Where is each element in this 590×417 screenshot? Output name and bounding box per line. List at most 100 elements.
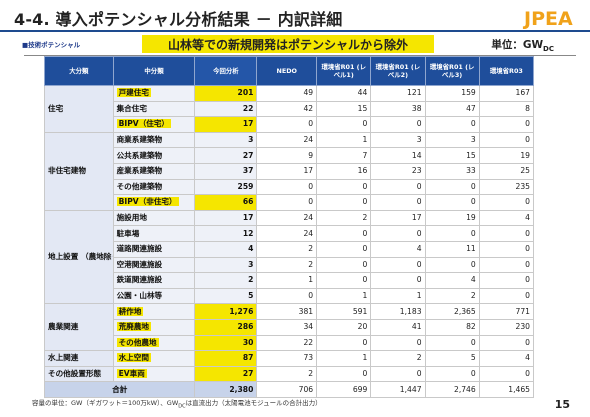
r01-l3-value: 3: [424, 131, 480, 149]
r01-l2-value: 0: [370, 225, 426, 242]
unit-prefix: 単位：GW: [491, 39, 544, 51]
nedo-value: 1: [256, 272, 318, 289]
r01-l3-value: 0: [424, 178, 480, 196]
major-category: 非住宅建物: [44, 131, 114, 211]
nedo-value: 0: [256, 194, 318, 211]
table-row: 産業系建築物 37 17 16 23 33 25: [45, 162, 535, 180]
minor-category: 道路関連施設: [112, 240, 196, 258]
minor-category: 公共系建築物: [112, 147, 196, 164]
r01-l1-value: 16: [316, 162, 372, 180]
r01-l1-value: 0: [316, 194, 372, 211]
r03-value: 4: [478, 209, 535, 227]
nedo-value: 0: [256, 116, 318, 133]
jpea-logo: JPEA: [522, 8, 573, 30]
r01-l3-value: 4: [424, 272, 480, 289]
r03-value: 0: [478, 240, 535, 258]
header-major: 大分類: [44, 56, 114, 86]
nedo-value: 2: [256, 240, 318, 258]
analysis-value: 66: [194, 194, 258, 211]
r01-l3-value: 159: [424, 85, 480, 102]
r01-l3-value: 33: [424, 162, 480, 180]
header-r01-level3: 環境省R01 (レベル3): [424, 56, 480, 86]
analysis-value: 27: [194, 365, 258, 383]
r01-l2-value: 0: [370, 178, 426, 196]
minor-category: その他建築物: [112, 178, 196, 196]
r03-value: 8: [478, 100, 535, 118]
analysis-value: 1,276: [194, 303, 258, 320]
r01-l2-value: 0: [370, 272, 426, 289]
minor-label: 空港関連施設: [116, 259, 163, 269]
minor-category: 耕作地: [112, 303, 196, 320]
analysis-value: 2: [194, 272, 258, 289]
r01-l2-value: 0: [370, 334, 426, 352]
breakdown-table: 大分類 中分類 今回分析 NEDO 環境省R01 (レベル1) 環境省R01 (…: [43, 56, 535, 398]
major-category: 農業関連: [44, 303, 114, 352]
nedo-value: 24: [256, 131, 318, 149]
analysis-value: 3: [194, 256, 258, 274]
minor-category: 施設用地: [112, 209, 196, 227]
minor-category: その他農地: [112, 334, 196, 352]
table-row: 集合住宅 22 42 15 38 47 8: [45, 100, 535, 118]
total-r01-l3: 2,746: [424, 381, 480, 398]
r01-l1-value: 0: [316, 365, 372, 383]
minor-category: 鉄道関連施設: [112, 272, 196, 289]
minor-category: 商業系建築物: [112, 131, 196, 149]
r01-l2-value: 23: [370, 162, 426, 180]
r03-value: 771: [478, 303, 535, 320]
header-r01-level2: 環境省R01 (レベル2): [370, 56, 426, 86]
r01-l2-value: 2: [370, 350, 426, 367]
nedo-value: 381: [256, 303, 318, 320]
table-row: その他建築物 259 0 0 0 0 235: [45, 178, 535, 196]
r01-l1-value: 0: [316, 240, 372, 258]
r03-value: 0: [478, 287, 535, 305]
minor-category: 駐車場: [112, 225, 196, 242]
minor-category: 戸建住宅: [112, 85, 196, 102]
header-analysis: 今回分析: [194, 56, 258, 86]
r03-value: 0: [478, 194, 535, 211]
header-minor: 中分類: [112, 56, 196, 86]
r01-l2-value: 41: [370, 318, 426, 336]
minor-label: EV車両: [116, 368, 147, 378]
minor-category: 集合住宅: [112, 100, 196, 118]
r03-value: 0: [478, 131, 535, 149]
header-r03: 環境省R03: [478, 56, 535, 86]
logo-text: JPEA: [522, 8, 573, 30]
table-row: 非住宅建物 商業系建築物 3 24 1 3 3 0: [44, 131, 535, 211]
r01-l2-value: 38: [370, 100, 426, 118]
r01-l3-value: 0: [424, 194, 480, 211]
table-row: BIPV（非住宅） 66 0 0 0 0 0: [45, 194, 535, 211]
analysis-value: 3: [194, 131, 258, 149]
minor-category: BIPV（非住宅）: [112, 194, 196, 211]
nedo-value: 34: [256, 318, 318, 336]
analysis-value: 30: [194, 334, 258, 352]
r03-value: 235: [478, 178, 535, 196]
minor-category: 荒廃農地: [112, 318, 196, 336]
major-category: 住宅: [44, 85, 114, 133]
nedo-value: 0: [256, 178, 318, 196]
r01-l1-value: 591: [316, 303, 372, 320]
r01-l3-value: 0: [424, 116, 480, 133]
footnote-part-b: は直流出力（太陽電池モジュールの合計出力）: [185, 399, 322, 407]
header-nedo: NEDO: [256, 56, 318, 86]
major-category: 地上設置 （農地除く）: [44, 209, 114, 305]
total-r01-l2: 1,447: [370, 381, 426, 398]
r03-value: 0: [478, 272, 535, 289]
table-row: 道路関連施設 4 2 0 4 11 0: [45, 240, 535, 258]
table-row: その他設置形態 EV車両 27 2 0 0 0 0: [44, 365, 535, 383]
r01-l2-value: 0: [370, 256, 426, 274]
r01-l3-value: 82: [424, 318, 480, 336]
r03-value: 0: [478, 334, 535, 352]
minor-label: 鉄道関連施設: [116, 275, 163, 285]
table-row: 住宅 戸建住宅 201 49 44 121 159 167: [44, 85, 535, 133]
total-nedo: 706: [256, 381, 318, 398]
minor-label: BIPV（非住宅）: [116, 197, 179, 207]
r01-l2-value: 1: [370, 287, 426, 305]
analysis-value: 12: [194, 225, 258, 242]
nedo-value: 2: [256, 365, 318, 383]
minor-category: BIPV（住宅）: [112, 116, 196, 133]
r03-value: 19: [478, 147, 535, 164]
table-header-row: 大分類 中分類 今回分析 NEDO 環境省R01 (レベル1) 環境省R01 (…: [44, 56, 535, 86]
r01-l1-value: 0: [316, 272, 372, 289]
minor-label: その他建築物: [116, 181, 163, 191]
r01-l2-value: 0: [370, 116, 426, 133]
